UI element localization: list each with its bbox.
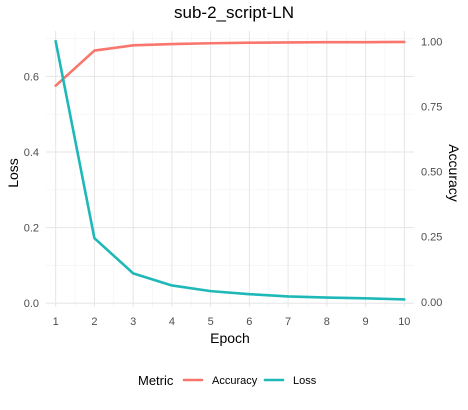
legend-label-accuracy: Accuracy bbox=[212, 375, 258, 387]
legend-label-loss: Loss bbox=[293, 375, 317, 387]
left-y-tick-label: 0.6 bbox=[24, 71, 39, 83]
left-y-tick-label: 0.4 bbox=[24, 147, 39, 159]
right-axis-ticks: 0.00 0.25 0.50 0.75 1.00 bbox=[421, 36, 442, 308]
x-tick-label: 7 bbox=[285, 316, 291, 328]
legend: Metric Accuracy Loss bbox=[138, 373, 317, 388]
x-axis-ticks: 1 2 3 4 5 6 7 8 9 10 bbox=[53, 316, 411, 328]
right-y-tick-label: 1.00 bbox=[421, 36, 442, 48]
x-tick-label: 6 bbox=[246, 316, 252, 328]
x-tick-label: 5 bbox=[208, 316, 214, 328]
left-y-tick-label: 0.2 bbox=[24, 223, 39, 235]
x-tick-label: 3 bbox=[130, 316, 136, 328]
x-tick-label: 9 bbox=[363, 316, 369, 328]
left-axis-ticks: 0.0 0.2 0.4 0.6 bbox=[24, 71, 39, 310]
x-axis-label: Epoch bbox=[210, 330, 250, 346]
x-tick-label: 1 bbox=[53, 316, 59, 328]
right-y-tick-label: 0.75 bbox=[421, 102, 442, 114]
left-y-tick-label: 0.0 bbox=[24, 298, 39, 310]
legend-items: Accuracy Loss bbox=[182, 375, 317, 387]
series-lines bbox=[54, 39, 406, 301]
x-tick-label: 4 bbox=[169, 316, 175, 328]
series-line-accuracy bbox=[54, 40, 406, 87]
x-tick-label: 10 bbox=[398, 316, 410, 328]
right-y-tick-label: 0.50 bbox=[421, 167, 442, 179]
right-axis-label: Accuracy bbox=[446, 144, 462, 202]
series-line-loss bbox=[54, 39, 406, 301]
x-tick-label: 2 bbox=[91, 316, 97, 328]
right-y-tick-label: 0.00 bbox=[421, 297, 442, 309]
x-tick-label: 8 bbox=[324, 316, 330, 328]
chart-title: sub-2_script-LN bbox=[174, 3, 294, 22]
grid-lines bbox=[46, 31, 414, 307]
legend-title: Metric bbox=[138, 373, 174, 388]
right-y-tick-label: 0.25 bbox=[421, 232, 442, 244]
left-axis-label: Loss bbox=[5, 158, 21, 188]
